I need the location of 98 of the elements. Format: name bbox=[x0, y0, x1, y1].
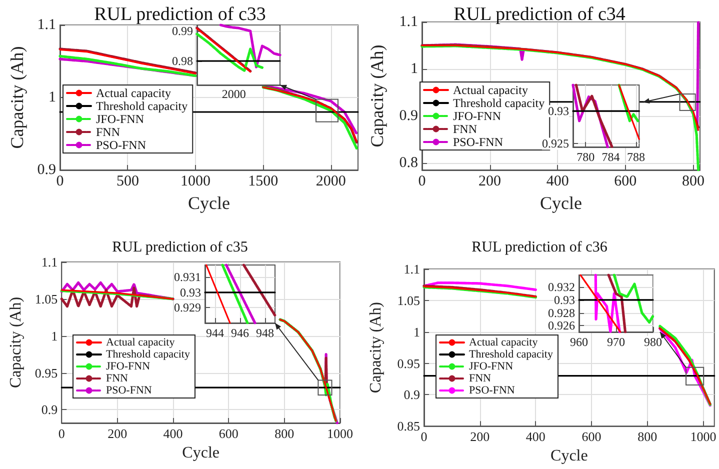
y-tick-label: 1.05 bbox=[34, 291, 58, 306]
y-tick-label: 1.1 bbox=[41, 254, 58, 270]
x-tick-label: 600 bbox=[614, 174, 637, 190]
x-tick-label: 1000 bbox=[327, 426, 353, 441]
x-tick-label: 600 bbox=[582, 429, 602, 444]
x-tick-label: 780 bbox=[576, 150, 595, 164]
legend-label: JFO-FNN bbox=[469, 360, 514, 372]
legend-label: FNN bbox=[469, 372, 492, 384]
chart-title: RUL prediction of c35 bbox=[112, 240, 248, 256]
x-axis-title: Cycle bbox=[188, 192, 230, 213]
y-tick-label: 0.932 bbox=[548, 280, 575, 294]
chart-title: RUL prediction of c33 bbox=[94, 4, 266, 25]
x-tick-label: 400 bbox=[546, 174, 569, 190]
x-tick-label: 400 bbox=[526, 429, 546, 444]
y-tick-label: 0.95 bbox=[34, 365, 58, 380]
y-tick-label: 0.8 bbox=[399, 154, 418, 171]
x-tick-label: 800 bbox=[274, 426, 294, 441]
legend-label: Actual capacity bbox=[453, 83, 528, 97]
y-tick-label: 0.9 bbox=[399, 108, 418, 124]
x-tick-label: 0 bbox=[420, 429, 428, 444]
chart-title: RUL prediction of c36 bbox=[472, 240, 608, 256]
x-tick-label: 600 bbox=[218, 426, 238, 441]
line-series bbox=[607, 274, 627, 334]
y-tick-label: 0.929 bbox=[174, 300, 201, 315]
x-tick-label: 960 bbox=[570, 335, 588, 349]
x-tick-label: 800 bbox=[638, 429, 658, 444]
y-tick-label: 0.9 bbox=[404, 387, 420, 402]
y-tick-label: 1.1 bbox=[404, 262, 420, 276]
y-tick-label: 0.925 bbox=[542, 136, 569, 151]
y-tick-label: 0.93 bbox=[548, 104, 569, 118]
x-tick-label: 1000 bbox=[180, 174, 210, 190]
line-series bbox=[612, 274, 654, 324]
legend-label: PSO-FNN bbox=[453, 135, 504, 149]
y-tick-label: 0.9 bbox=[41, 402, 58, 418]
legend-label: Actual capacity bbox=[106, 336, 176, 348]
y-axis-title: Capacity (Ah) bbox=[368, 302, 384, 394]
legend-label: Actual capacity bbox=[469, 336, 538, 348]
x-tick-label: 788 bbox=[627, 150, 645, 164]
x-tick-label: 948 bbox=[256, 326, 274, 340]
x-tick-label: 200 bbox=[108, 426, 128, 441]
x-tick-label: 944 bbox=[206, 326, 224, 340]
legend-label: FNN bbox=[96, 125, 120, 139]
legend-label: JFO-FNN bbox=[453, 109, 502, 123]
x-tick-label: 0 bbox=[418, 174, 426, 190]
x-axis-title: Cycle bbox=[182, 444, 220, 462]
chart-title: RUL prediction of c34 bbox=[454, 4, 626, 25]
x-tick-label: 200 bbox=[470, 429, 490, 444]
x-tick-label: 800 bbox=[682, 174, 704, 190]
legend-label: FNN bbox=[106, 372, 128, 384]
y-tick-label: 1.1 bbox=[37, 17, 56, 33]
x-tick-label: 980 bbox=[644, 335, 662, 349]
y-tick-label: 0.98 bbox=[172, 54, 193, 68]
y-tick-label: 1 bbox=[48, 90, 56, 106]
y-tick-label: 1 bbox=[51, 328, 58, 344]
legend-label: Actual capacity bbox=[96, 86, 171, 100]
legend-label: PSO-FNN bbox=[469, 384, 515, 396]
y-tick-label: 0.85 bbox=[397, 418, 420, 434]
x-tick-label: 500 bbox=[116, 174, 139, 190]
y-tick-label: 0.928 bbox=[548, 306, 575, 320]
x-tick-label: 1500 bbox=[248, 174, 278, 190]
line-series bbox=[219, 24, 282, 68]
y-tick-label: 0.931 bbox=[174, 270, 201, 284]
legend-label: FNN bbox=[453, 122, 478, 136]
y-tick-label: 0.93 bbox=[180, 285, 201, 300]
x-tick-label: 784 bbox=[602, 150, 620, 164]
x-tick-label: 970 bbox=[607, 335, 625, 349]
x-tick-label: 1000 bbox=[690, 429, 716, 444]
x-tick-label: 0 bbox=[58, 426, 65, 441]
y-tick-label: 0.93 bbox=[554, 292, 575, 307]
y-axis-title: Capacity (Ah) bbox=[367, 44, 387, 148]
legend-label: PSO-FNN bbox=[106, 384, 152, 396]
y-tick-label: 1.05 bbox=[397, 292, 420, 308]
y-tick-label: 1.1 bbox=[399, 14, 418, 30]
legend-label: Threshold capacity bbox=[96, 99, 188, 113]
legend-label: JFO-FNN bbox=[96, 112, 144, 126]
y-tick-label: 1 bbox=[410, 60, 418, 77]
legend-label: JFO-FNN bbox=[106, 360, 150, 372]
x-tick-label: 200 bbox=[478, 174, 502, 190]
y-tick-label: 0.99 bbox=[172, 24, 193, 38]
line-series bbox=[196, 32, 264, 72]
y-tick-label: 1 bbox=[414, 324, 420, 340]
y-axis-title: Capacity (Ah) bbox=[8, 296, 24, 388]
x-axis-title: Cycle bbox=[540, 192, 582, 213]
x-tick-label: 2000 bbox=[316, 174, 346, 190]
annotation: 2000 bbox=[222, 87, 246, 101]
legend-label: Threshold capacity bbox=[106, 348, 190, 360]
legend-label: Threshold capacity bbox=[453, 96, 545, 110]
legend-label: Threshold capacity bbox=[469, 348, 554, 360]
y-axis-title: Capacity (Ah) bbox=[7, 46, 27, 149]
x-tick-label: 946 bbox=[231, 326, 249, 340]
x-tick-label: 400 bbox=[163, 426, 183, 441]
legend-label: PSO-FNN bbox=[96, 138, 146, 152]
x-tick-label: 0 bbox=[56, 174, 64, 190]
y-tick-label: 0.926 bbox=[548, 318, 575, 333]
y-tick-label: 0.95 bbox=[397, 356, 420, 371]
line-series bbox=[594, 274, 621, 334]
x-axis-title: Cycle bbox=[550, 448, 588, 464]
y-tick-label: 0.9 bbox=[37, 162, 56, 178]
